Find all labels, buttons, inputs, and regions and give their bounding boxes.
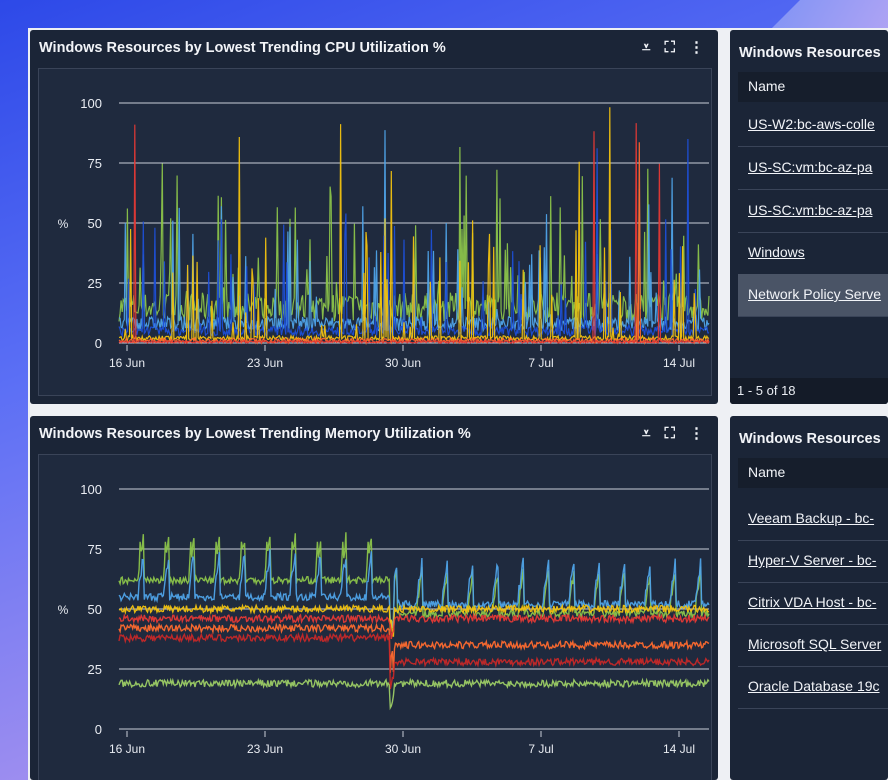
corner-decoration	[770, 0, 888, 30]
x-tick-label: 30 Jun	[385, 742, 421, 756]
table-row[interactable]: Microsoft SQL Server	[738, 624, 888, 667]
fullscreen-icon[interactable]: ⛶	[664, 425, 675, 442]
column-header-name[interactable]: Name	[748, 78, 786, 94]
y-tick-label: 75	[88, 542, 102, 557]
y-tick-label: 50	[88, 602, 102, 617]
resource-link[interactable]: Network Policy Serve	[748, 286, 882, 302]
column-header-name[interactable]: Name	[748, 464, 786, 480]
table-title: Windows Resources	[739, 431, 881, 447]
memory-widget-title: Windows Resources by Lowest Trending Mem…	[39, 426, 471, 442]
table-row[interactable]: US-W2:bc-aws-colle	[738, 104, 888, 147]
table-row-selected[interactable]: Network Policy Serve	[738, 274, 888, 317]
x-tick-label: 30 Jun	[385, 356, 421, 370]
pagination-footer: 1 - 5 of 18	[730, 378, 888, 404]
series-line	[118, 142, 710, 346]
table-row[interactable]: Oracle Database 19c	[738, 666, 888, 709]
table-header: Name	[738, 72, 888, 102]
x-tick-label: 7 Jul	[528, 356, 553, 370]
filter-dots-icon[interactable]: ⩡	[642, 39, 651, 56]
series-line	[118, 622, 710, 673]
x-tick-label: 16 Jun	[109, 742, 145, 756]
memory-chart-area: 0 25 50 75 100% 16 Jun 23 Jun 30 Jun 7 Jul 14 Jul	[38, 454, 712, 780]
y-tick-label: 75	[88, 156, 102, 171]
x-tick-label: 14 Jul	[663, 742, 695, 756]
kebab-menu-icon[interactable]: ⋮	[689, 39, 704, 56]
y-tick-label: 0	[95, 722, 102, 737]
cpu-chart-area: 0 25 50 75 100% 16 Jun 23 Jun 30 Jun 7 Jul 14 Jul	[38, 68, 712, 396]
table-row[interactable]: US-SC:vm:bc-az-pa	[738, 147, 888, 190]
series-line	[118, 123, 710, 345]
resource-link[interactable]: Oracle Database 19c	[748, 678, 880, 694]
y-tick-label: 0	[95, 336, 102, 351]
table-header: Name	[738, 458, 888, 488]
x-tick-label: 14 Jul	[663, 356, 695, 370]
y-tick-label: 100	[80, 96, 102, 111]
table-row[interactable]: US-SC:vm:bc-az-pa	[738, 190, 888, 233]
y-tick-label: 25	[88, 276, 102, 291]
resource-link[interactable]: Windows	[748, 244, 805, 260]
resource-link[interactable]: US-SC:vm:bc-az-pa	[748, 202, 873, 218]
cpu-widget-title: Windows Resources by Lowest Trending CPU…	[39, 40, 446, 56]
x-tick-label: 23 Jun	[247, 356, 283, 370]
y-tick-label: 50	[88, 216, 102, 231]
cpu-widget: Windows Resources by Lowest Trending CPU…	[30, 30, 718, 404]
resource-link[interactable]: US-W2:bc-aws-colle	[748, 116, 875, 132]
resource-link[interactable]: Citrix VDA Host - bc-	[748, 594, 877, 610]
y-axis-label: %	[58, 603, 69, 617]
resources-table-top: Windows Resources Name US-W2:bc-aws-coll…	[730, 30, 888, 404]
series-line	[118, 603, 710, 637]
x-tick-label: 23 Jun	[247, 742, 283, 756]
table-row[interactable]: Citrix VDA Host - bc-	[738, 582, 888, 625]
resources-table-bottom: Windows Resources Name Veeam Backup - bc…	[730, 416, 888, 780]
series-line	[118, 631, 710, 690]
resource-link[interactable]: Hyper-V Server - bc-	[748, 552, 877, 568]
kebab-menu-icon[interactable]: ⋮	[689, 425, 704, 442]
resource-link[interactable]: Microsoft SQL Server	[748, 636, 882, 652]
resource-link[interactable]: Veeam Backup - bc-	[748, 510, 875, 526]
table-row[interactable]: Hyper-V Server - bc-	[738, 540, 888, 583]
y-tick-label: 100	[80, 482, 102, 497]
table-row[interactable]: Windows	[738, 232, 888, 275]
pagination-text: 1 - 5 of 18	[737, 383, 796, 398]
y-axis-label: %	[58, 217, 69, 231]
resource-link[interactable]: US-SC:vm:bc-az-pa	[748, 159, 873, 175]
x-tick-label: 16 Jun	[109, 356, 145, 370]
memory-widget: Windows Resources by Lowest Trending Mem…	[30, 416, 718, 780]
fullscreen-icon[interactable]: ⛶	[664, 39, 675, 56]
series-line	[118, 532, 710, 631]
series-line	[118, 612, 710, 640]
series-line	[118, 107, 710, 343]
series-line	[118, 677, 710, 711]
cpu-chart: 0 25 50 75 100% 16 Jun 23 Jun 30 Jun 7 Jul 14 Jul	[58, 96, 710, 370]
y-tick-label: 25	[88, 662, 102, 677]
x-tick-label: 7 Jul	[528, 742, 553, 756]
table-title: Windows Resources	[739, 45, 881, 61]
table-row[interactable]: Veeam Backup - bc-	[738, 498, 888, 541]
memory-chart: 0 25 50 75 100% 16 Jun 23 Jun 30 Jun 7 Jul 14 Jul	[58, 482, 710, 756]
filter-dots-icon[interactable]: ⩡	[642, 425, 651, 442]
